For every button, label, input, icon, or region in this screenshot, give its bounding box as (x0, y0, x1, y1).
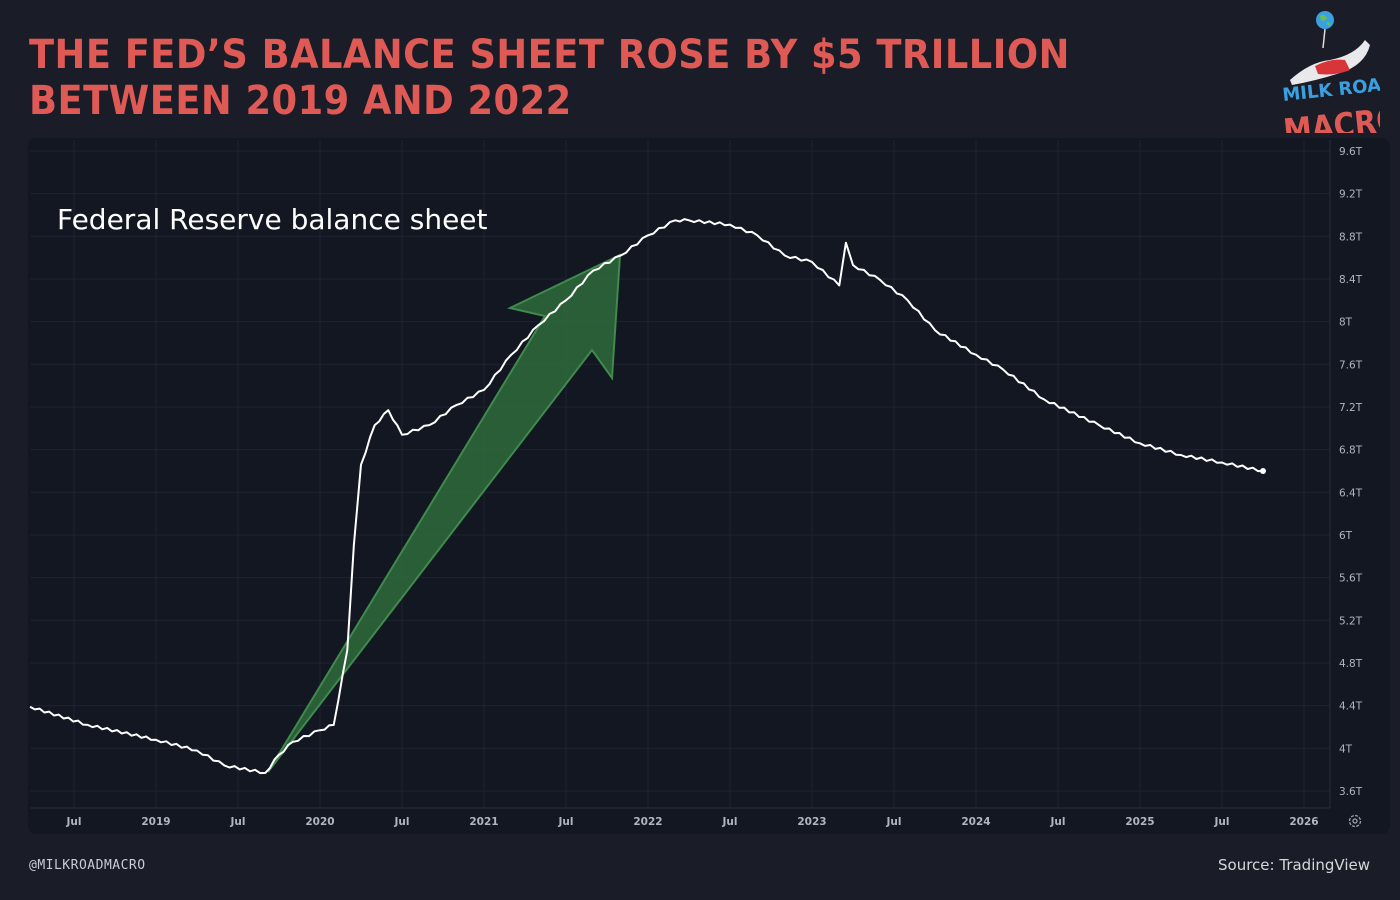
chart-title: Federal Reserve balance sheet (57, 203, 488, 236)
series-line (29, 218, 1264, 775)
x-tick-label: Jul (230, 816, 246, 828)
x-tick-label: 2021 (469, 816, 498, 828)
headline-line-2: BETWEEN 2019 AND 2022 (29, 78, 572, 124)
milk-road-macro-logo: MILK ROAD MACRO (1281, 11, 1380, 133)
y-tick-label: 5.6T (1339, 573, 1363, 585)
y-tick-label: 6.4T (1339, 487, 1363, 499)
y-tick-label: 7.6T (1339, 359, 1363, 371)
social-handle: @MILKROADMACRO (29, 858, 146, 873)
x-tick-label: 2025 (1125, 816, 1154, 828)
x-tick-label: 2024 (961, 816, 990, 828)
headline: THE FED’S BALANCE SHEET ROSE BY $5 TRILL… (29, 32, 1070, 124)
x-tick-label: Jul (558, 816, 574, 828)
x-axis: Jul 2019 Jul 2020 Jul 2021 Jul 2022 Jul 2023 Jul 20… (66, 816, 1319, 828)
x-tick-label: 2023 (797, 816, 826, 828)
y-axis: 9.6T 9.2T 8.8T 8.4T 8T 7.6T 7.2T 6.8T 6.4T 6T 5.6T… (1339, 146, 1363, 798)
x-tick-label: Jul (886, 816, 902, 828)
y-tick-label: 8.8T (1339, 231, 1363, 243)
gear-icon[interactable] (1347, 813, 1363, 829)
grid (30, 140, 1331, 809)
y-tick-label: 3.6T (1339, 786, 1363, 798)
x-tick-label: 2019 (141, 816, 170, 828)
y-tick-label: 4.8T (1339, 658, 1363, 670)
chart-panel (28, 138, 1390, 834)
x-tick-label: 2020 (305, 816, 334, 828)
y-tick-label: 6.8T (1339, 445, 1363, 457)
x-tick-label: Jul (1214, 816, 1230, 828)
y-tick-label: 8T (1339, 317, 1353, 329)
x-tick-label: Jul (394, 816, 410, 828)
rising-arrow (267, 253, 622, 773)
source-credit: Source: TradingView (1218, 856, 1370, 874)
x-tick-label: Jul (722, 816, 738, 828)
y-tick-label: 4.4T (1339, 701, 1363, 713)
last-point-marker (1260, 468, 1266, 474)
y-tick-label: 9.2T (1339, 189, 1363, 201)
y-tick-label: 7.2T (1339, 402, 1363, 414)
y-tick-label: 9.6T (1339, 146, 1363, 158)
x-tick-label: 2026 (1289, 816, 1318, 828)
x-tick-label: 2022 (633, 816, 662, 828)
x-tick-label: Jul (1050, 816, 1066, 828)
x-tick-label: Jul (66, 816, 82, 828)
y-tick-label: 5.2T (1339, 615, 1363, 627)
y-tick-label: 8.4T (1339, 274, 1363, 286)
y-tick-label: 4T (1339, 743, 1353, 755)
headline-line-1: THE FED’S BALANCE SHEET ROSE BY $5 TRILL… (29, 32, 1070, 78)
y-tick-label: 6T (1339, 530, 1353, 542)
